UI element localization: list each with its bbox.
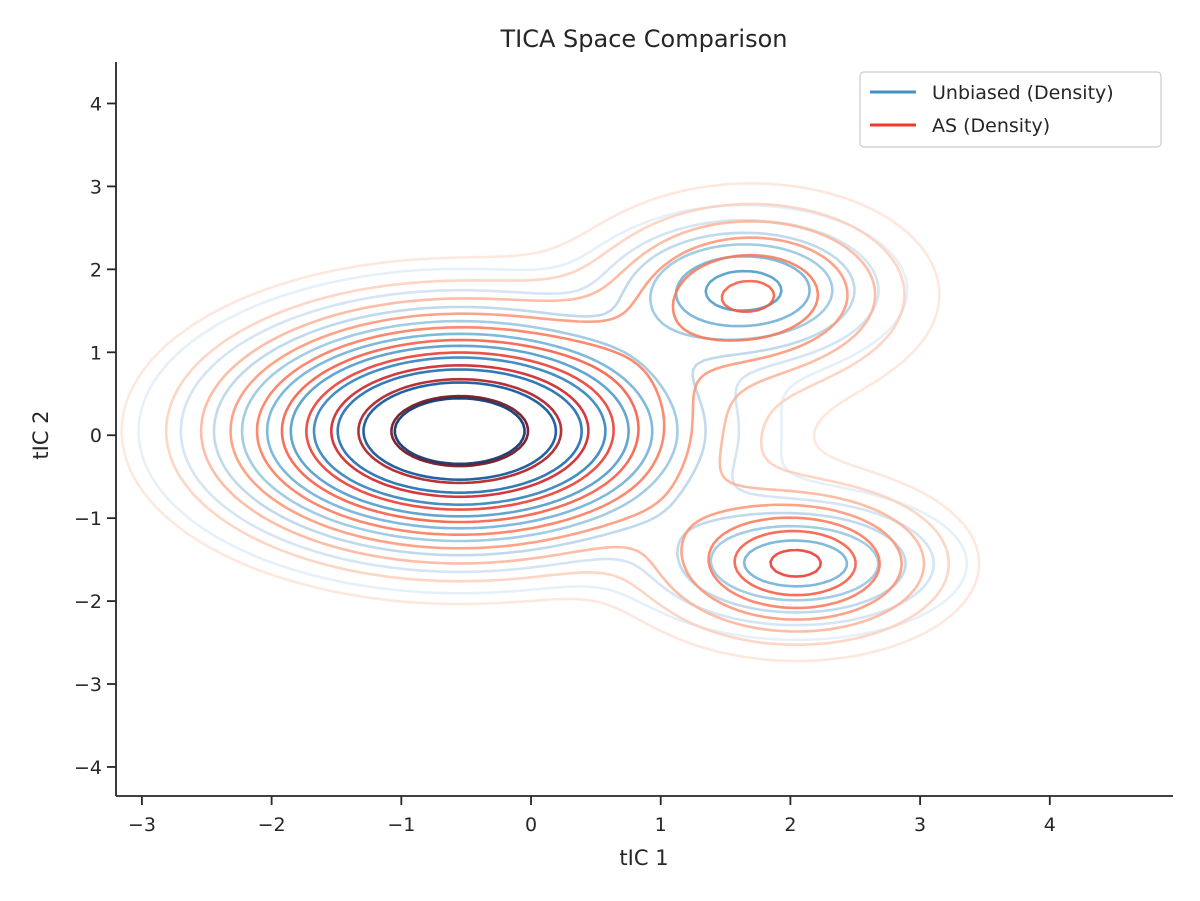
contour-line — [390, 394, 530, 468]
contour-line — [362, 381, 558, 481]
x-tick-label: 1 — [655, 814, 667, 836]
x-tick-label: −3 — [128, 814, 156, 836]
contour-line — [305, 351, 822, 578]
contour-line — [393, 397, 526, 466]
y-tick-label: 0 — [90, 425, 102, 447]
contour-series-unbiased — [137, 203, 968, 642]
contour-line — [280, 279, 857, 597]
y-tick-label: −1 — [74, 508, 102, 530]
y-tick-label: 1 — [90, 342, 102, 364]
x-axis-title: tIC 1 — [619, 846, 668, 870]
y-tick-label: −2 — [74, 591, 102, 613]
contour-line — [289, 269, 783, 518]
x-tick-label: −1 — [387, 814, 415, 836]
contour-line — [357, 377, 563, 485]
y-tick-label: 2 — [90, 259, 102, 281]
contour-series-as — [120, 182, 981, 663]
contour-line — [120, 182, 981, 663]
x-tick-label: 0 — [525, 814, 537, 836]
contour-line — [229, 236, 903, 621]
x-tick-label: 3 — [914, 814, 926, 836]
x-tick-label: −2 — [258, 814, 286, 836]
y-tick-label: 4 — [90, 93, 102, 115]
legend: Unbiased (Density) AS (Density) — [859, 71, 1162, 148]
contour-plot-area — [120, 182, 981, 663]
y-axis-title: tIC 2 — [29, 410, 53, 459]
contour-line — [312, 356, 607, 506]
y-tick-label: −4 — [74, 757, 102, 779]
contour-line — [199, 220, 926, 633]
legend-box — [859, 71, 1162, 148]
contour-line — [330, 364, 590, 499]
chart-title: TICA Space Comparison — [499, 25, 787, 53]
y-tick-label: −3 — [74, 674, 102, 696]
legend-label-as: AS (Density) — [932, 115, 1050, 137]
y-tick-label: 3 — [90, 176, 102, 198]
y-ticks: −4 −3 −2 −1 0 1 2 3 4 — [74, 93, 116, 779]
legend-label-unbiased: Unbiased (Density) — [932, 82, 1114, 104]
contour-line — [212, 231, 907, 614]
contour-line — [265, 255, 849, 588]
contour-line — [179, 218, 935, 627]
x-tick-label: 4 — [1044, 814, 1056, 836]
contour-line — [255, 253, 881, 610]
axes — [115, 62, 1173, 797]
contour-line — [336, 368, 583, 494]
x-tick-label: 2 — [784, 814, 796, 836]
contour-line — [164, 202, 950, 646]
x-ticks: −3 −2 −1 0 1 2 3 4 — [128, 796, 1056, 836]
